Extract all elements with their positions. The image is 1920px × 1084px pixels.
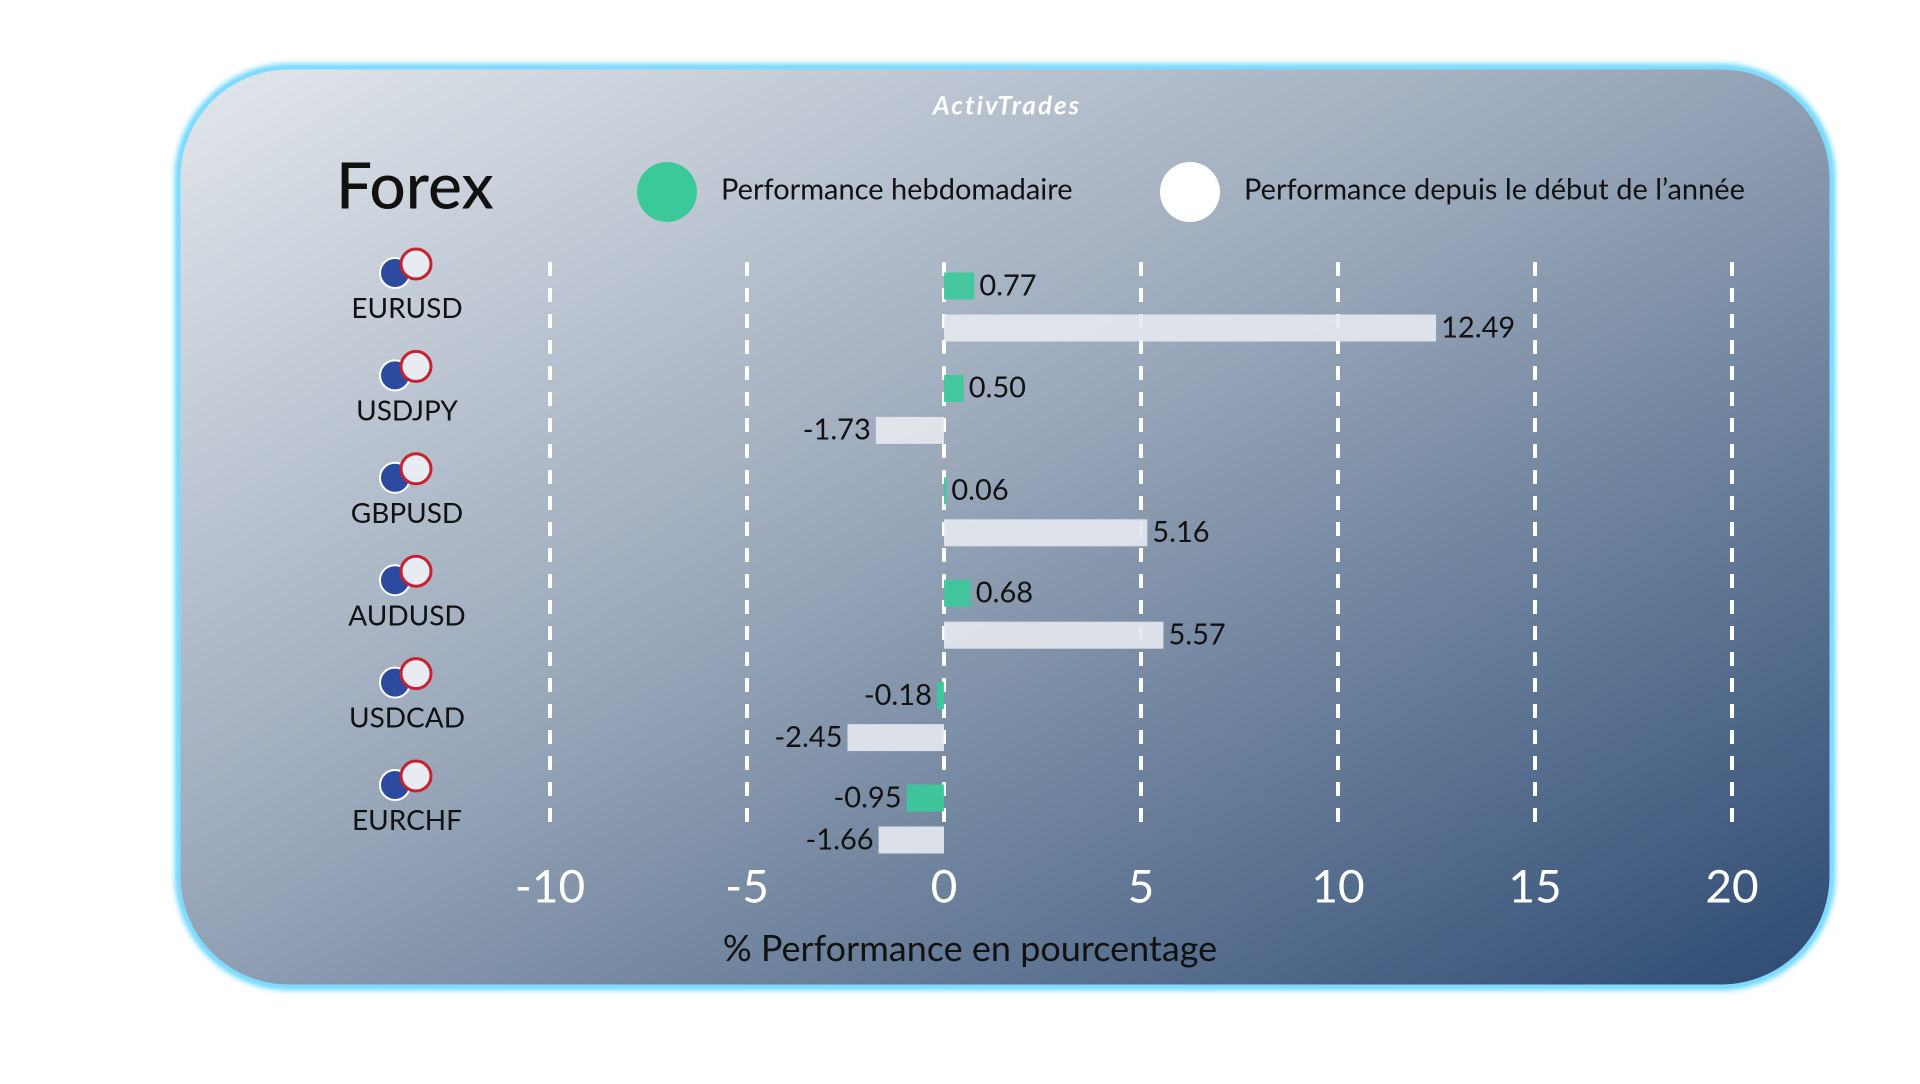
bar bbox=[944, 314, 1437, 342]
bar bbox=[944, 621, 1164, 649]
flag-icon bbox=[399, 657, 433, 691]
bar bbox=[878, 826, 944, 854]
value-label: 0.77 bbox=[979, 267, 1036, 302]
value-label: -2.45 bbox=[774, 719, 842, 754]
category-label: GBPUSD bbox=[351, 495, 463, 529]
value-label: 0.50 bbox=[969, 370, 1026, 405]
x-tick-label: 15 bbox=[1508, 858, 1561, 913]
legend-swatch bbox=[637, 162, 697, 222]
legend-label: Performance depuis le début de l’année bbox=[1244, 171, 1745, 206]
flag-icon bbox=[399, 349, 433, 383]
value-label: 5.57 bbox=[1168, 617, 1225, 652]
category-label: EURUSD bbox=[351, 290, 462, 324]
bar bbox=[875, 416, 944, 444]
value-label: 12.49 bbox=[1441, 309, 1515, 344]
bar bbox=[944, 477, 947, 505]
flag-icon bbox=[399, 247, 433, 281]
category-label: EURCHF bbox=[352, 802, 462, 836]
category-label: USDJPY bbox=[356, 392, 458, 426]
bar bbox=[936, 682, 944, 710]
value-label: 0.06 bbox=[951, 472, 1008, 507]
value-label: 5.16 bbox=[1152, 514, 1209, 549]
category-label: AUDUSD bbox=[348, 597, 465, 631]
legend-swatch bbox=[1160, 162, 1220, 222]
flag-icon bbox=[399, 452, 433, 486]
bar bbox=[944, 579, 971, 607]
flag-icon bbox=[399, 759, 433, 793]
x-tick-label: 10 bbox=[1311, 858, 1364, 913]
x-tick-label: 0 bbox=[931, 858, 958, 913]
bar bbox=[944, 272, 975, 300]
value-label: -1.66 bbox=[806, 821, 874, 856]
bar bbox=[906, 784, 944, 812]
bar bbox=[944, 374, 964, 402]
x-tick-label: -5 bbox=[725, 858, 769, 913]
category-label: USDCAD bbox=[349, 700, 465, 734]
bar bbox=[944, 519, 1148, 547]
chart-title: Forex bbox=[336, 145, 494, 222]
bar bbox=[847, 724, 944, 752]
value-label: -0.18 bbox=[864, 677, 932, 712]
value-label: -0.95 bbox=[833, 779, 901, 814]
value-label: -1.73 bbox=[803, 412, 871, 447]
value-label: 0.68 bbox=[976, 575, 1033, 610]
legend-label: Performance hebdomadaire bbox=[721, 171, 1073, 206]
x-tick-label: 5 bbox=[1128, 858, 1155, 913]
brand-logo: ActivTrades bbox=[931, 89, 1081, 121]
x-tick-label: -10 bbox=[515, 858, 585, 913]
x-axis-label: % Performance en pourcentage bbox=[723, 925, 1217, 969]
x-tick-label: 20 bbox=[1705, 858, 1758, 913]
flag-icon bbox=[399, 554, 433, 588]
